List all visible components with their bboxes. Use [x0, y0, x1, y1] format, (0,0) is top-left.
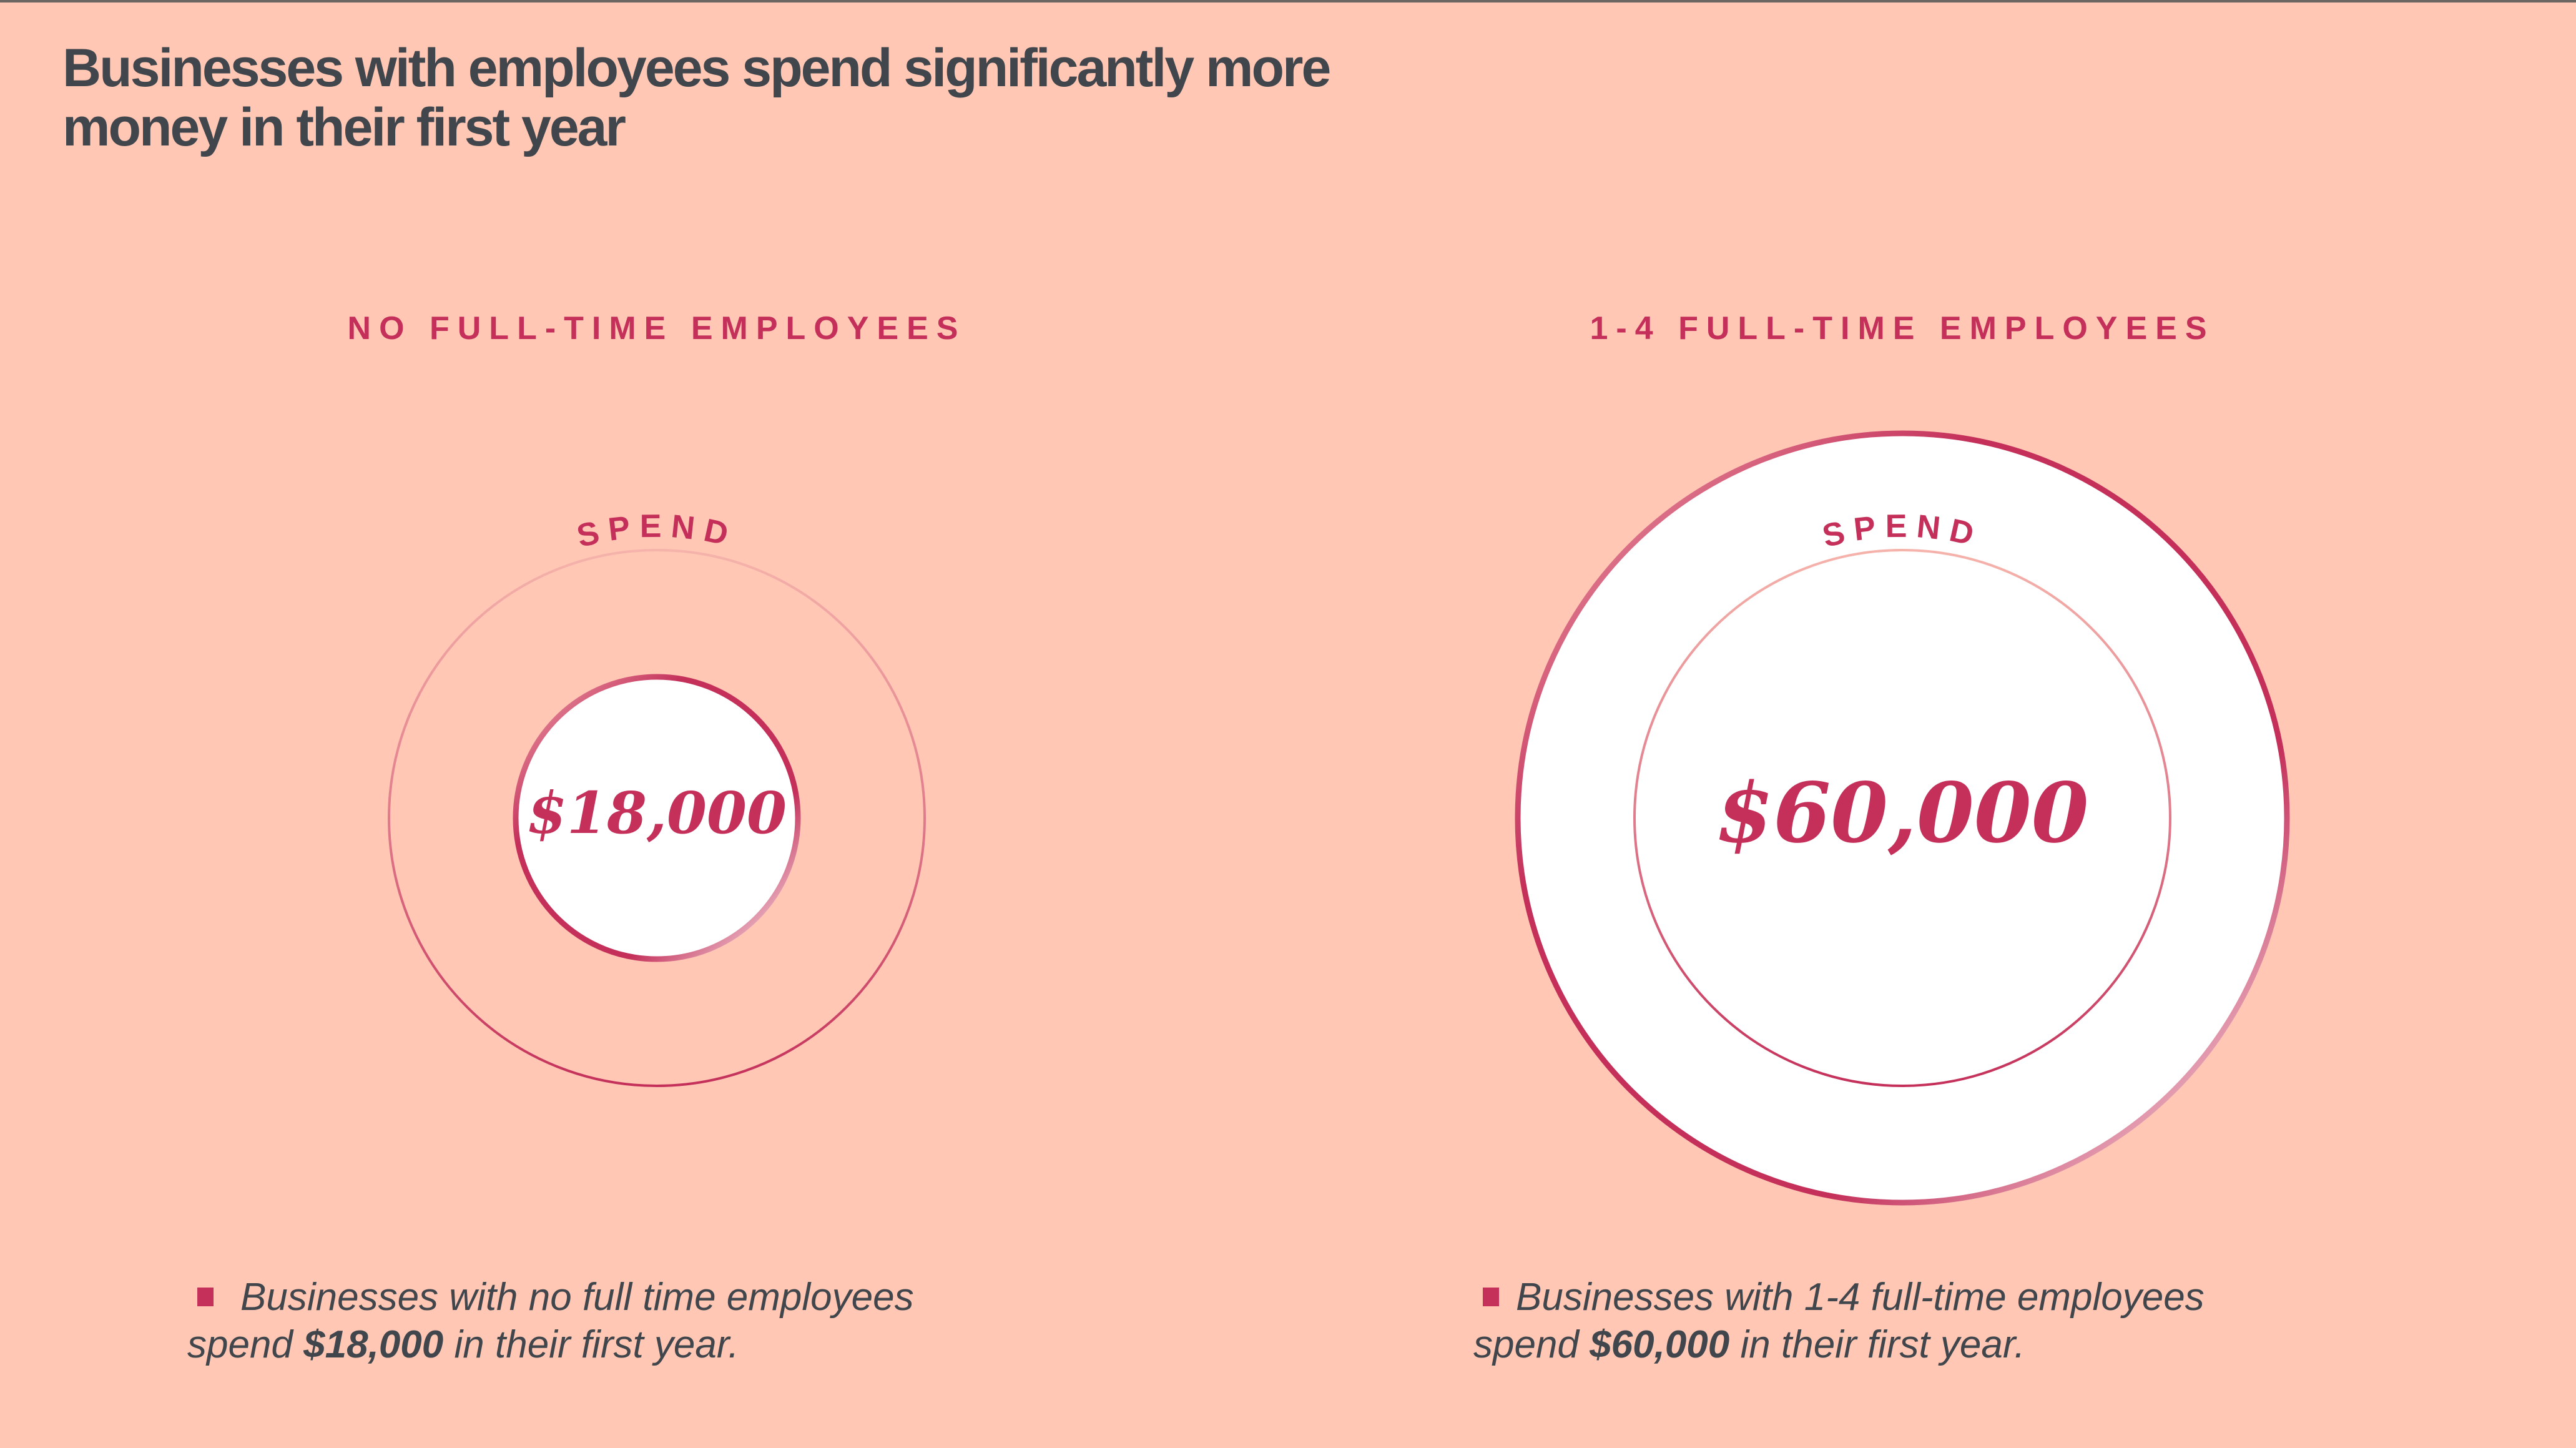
note-1-4-employees: Businesses with 1-4 full-time employees … — [1473, 1276, 2205, 1366]
reference-ring — [1633, 549, 2171, 1087]
panel-heading-1-4-employees: 1-4 FULL-TIME EMPLOYEES — [1590, 310, 2215, 347]
top-border — [0, 0, 2576, 2]
arc-label-spend: SPEND — [574, 508, 740, 554]
bullet-square — [197, 1288, 214, 1306]
bullet-square — [1483, 1288, 1499, 1306]
reference-ring — [388, 549, 926, 1087]
spend-disc — [1515, 430, 2290, 1206]
panel-heading-no-employees: NO FULL-TIME EMPLOYEES — [347, 310, 966, 347]
spend-disc — [513, 674, 801, 962]
amount-1-4-employees: $60,000 — [1716, 765, 2089, 862]
note-no-employees: Businesses with no full time employees s… — [187, 1276, 914, 1366]
amount-no-employees: $18,000 — [526, 779, 787, 847]
page-title: Businesses with employees spend signific… — [62, 38, 1331, 157]
